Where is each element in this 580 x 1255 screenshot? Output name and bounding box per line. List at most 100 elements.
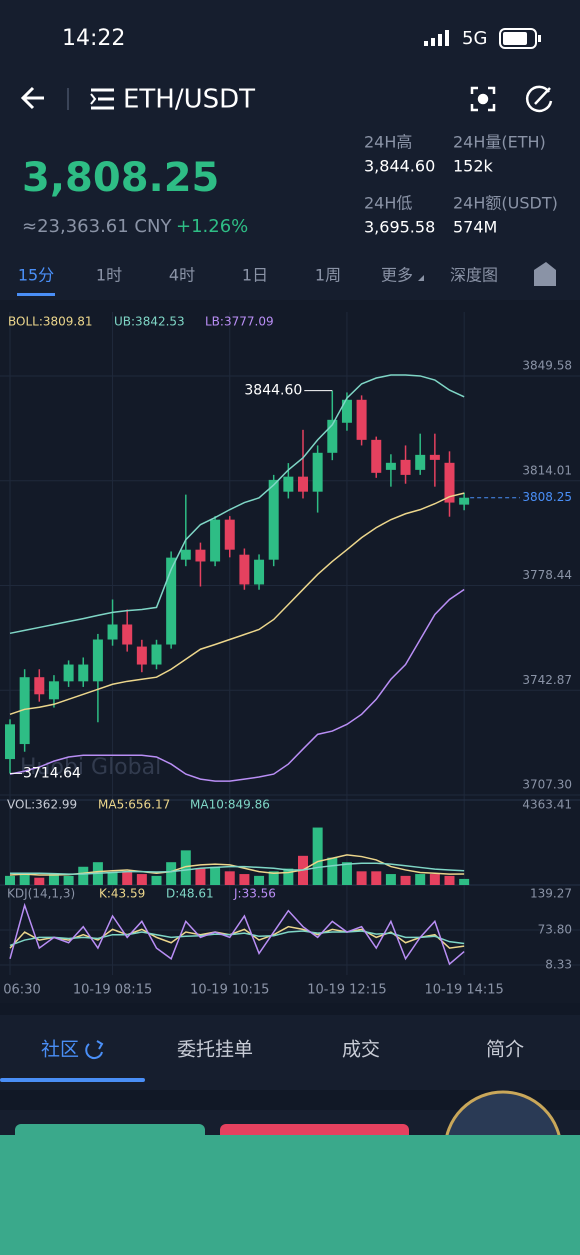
candle-body [356, 399, 367, 440]
interval-tab[interactable]: 1时 [96, 266, 122, 285]
volume-bar [385, 874, 396, 885]
back-button[interactable] [20, 86, 44, 110]
volume-bar [48, 874, 59, 885]
chart-panel [0, 300, 580, 1003]
volume-bar [371, 871, 382, 885]
candle-body [371, 439, 382, 473]
candle-body [34, 677, 45, 695]
volume-bar [122, 871, 133, 885]
more-caret [418, 275, 424, 281]
volume-bar [356, 871, 367, 885]
interval-underline [17, 293, 55, 296]
kdj-series-legend: D:48.61 [166, 887, 214, 901]
candle-body [400, 459, 411, 475]
interval-tab[interactable]: 4时 [169, 266, 195, 285]
kdj-series-legend: K:43.59 [99, 887, 145, 901]
kdj-legend: KDJ(14,1,3) [7, 887, 75, 901]
volume-tick-label: 4363.41 [522, 798, 572, 812]
volume-bar [327, 857, 338, 885]
section-tab[interactable]: 简介 [486, 1039, 524, 1061]
section-tab[interactable]: 成交 [342, 1039, 380, 1061]
watermark: Huobi Global [20, 755, 161, 780]
volume-bar [312, 827, 323, 885]
volume-bar [459, 878, 470, 885]
candle-body [459, 497, 470, 505]
interval-tab[interactable]: 更多 [381, 266, 413, 285]
volume-ma-legend: MA5:656.17 [98, 798, 170, 812]
stat-value: 574M [453, 218, 497, 237]
candle-body [239, 554, 250, 585]
section-tab[interactable]: 社区 [41, 1039, 79, 1061]
refresh-icon[interactable] [85, 1040, 104, 1059]
stat-label: 24H低 [364, 194, 412, 213]
candle-body [107, 624, 118, 640]
interval-tab[interactable]: 1周 [315, 266, 341, 285]
section-tab[interactable]: 委托挂单 [177, 1039, 253, 1061]
volume-bar [19, 874, 30, 885]
candle-body [444, 462, 455, 503]
candle-body [48, 681, 59, 700]
overlay-legend: UB:3842.53 [114, 315, 185, 329]
candle-body [429, 454, 440, 460]
band-line [9, 374, 465, 635]
network: 5G [462, 28, 487, 49]
low-annotation: 3714.64 [23, 765, 81, 781]
interval-tab[interactable]: 深度图 [450, 266, 498, 285]
tab-underline [0, 1078, 145, 1082]
interval-tab[interactable]: 1日 [242, 266, 268, 285]
volume-bar [415, 874, 426, 885]
settings-icon[interactable] [534, 262, 556, 286]
candle-body [92, 639, 103, 682]
kdj-tick-label: 8.33 [545, 958, 572, 972]
candle-body [122, 624, 133, 645]
interval-tab[interactable]: 15分 [18, 266, 54, 285]
volume-bar [444, 875, 455, 885]
candle-body [312, 452, 323, 492]
kdj-tick-label: 73.80 [538, 923, 572, 937]
high-annotation: 3844.60 [244, 383, 302, 399]
signal-icon [424, 30, 449, 46]
candle-body [78, 664, 89, 682]
candle-body [195, 549, 206, 562]
candle-body [210, 519, 221, 562]
y-tick-label: 3814.01 [522, 463, 572, 477]
stat-label: 24H量(ETH) [453, 133, 546, 152]
volume-bar [239, 874, 250, 885]
volume-bar [5, 875, 15, 885]
last-price: 3,808.25 [22, 155, 219, 201]
volume-bar [63, 875, 74, 885]
pair-title[interactable]: ETH/USDT [123, 85, 255, 115]
candle-body [254, 559, 265, 585]
volume-bar [78, 866, 89, 885]
candle-body [341, 399, 352, 423]
kdj-series-legend: J:33.56 [233, 887, 276, 901]
volume-bar [254, 875, 265, 885]
status-time: 14:22 [62, 26, 125, 51]
candle-body [415, 454, 426, 470]
overlay-legend: BOLL:3809.81 [8, 315, 93, 329]
menu-icon[interactable] [90, 88, 114, 110]
band-line [9, 588, 465, 782]
y-tick-label: 3707.30 [522, 778, 572, 792]
candle-body [385, 462, 396, 470]
stat-value: 3,695.58 [364, 218, 435, 237]
volume-legend: VOL:362.99 [7, 798, 77, 812]
share-icon[interactable] [525, 85, 553, 113]
volume-bar [136, 874, 147, 885]
volume-bar [166, 862, 177, 885]
screenshot-icon[interactable] [470, 86, 496, 112]
x-tick-label: 10-19 10:15 [190, 983, 269, 998]
candle-body [268, 479, 279, 560]
candle-body [180, 549, 191, 560]
volume-bar [268, 871, 279, 885]
volume-bar [210, 866, 221, 885]
stat-label: 24H高 [364, 133, 412, 152]
candle-body [166, 557, 177, 645]
battery-icon [499, 28, 541, 49]
cny-price: ≈23,363.61 CNY [22, 216, 172, 237]
candle-body [5, 724, 15, 760]
candle-body [19, 677, 30, 745]
stat-value: 3,844.60 [364, 157, 435, 176]
stat-label: 24H额(USDT) [453, 194, 558, 213]
